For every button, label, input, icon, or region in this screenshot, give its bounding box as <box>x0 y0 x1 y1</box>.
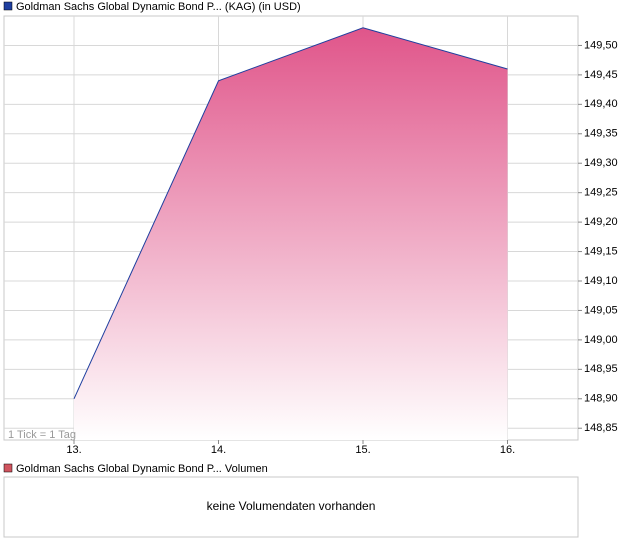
y-tick-label: 149,45 <box>584 69 618 81</box>
y-tick-label: 148,85 <box>584 422 618 434</box>
line <box>73 27 508 399</box>
legend-label: Goldman Sachs Global Dynamic Bond P... V… <box>16 463 268 475</box>
y-tick-label: 149,50 <box>584 39 618 51</box>
x-tick-label: 14. <box>211 444 226 456</box>
y-tick-label: 149,20 <box>584 216 618 228</box>
volume-message: keine Volumendaten vorhanden <box>207 499 376 513</box>
x-tick-label: 15. <box>355 444 370 456</box>
y-tick-label: 149,10 <box>584 275 618 287</box>
y-tick-label: 149,00 <box>584 334 618 346</box>
legend-label: Goldman Sachs Global Dynamic Bond P... (… <box>16 1 301 13</box>
legend-swatch <box>3 463 13 473</box>
y-tick-label: 149,15 <box>584 245 618 257</box>
annotation: 1 Tick = 1 Tag <box>8 429 76 441</box>
y-tick-label: 148,95 <box>584 363 618 375</box>
y-tick-label: 149,05 <box>584 304 618 316</box>
y-tick-label: 149,25 <box>584 187 618 199</box>
legend-swatch <box>3 1 13 11</box>
x-tick-label: 13. <box>66 444 81 456</box>
y-tick-label: 149,40 <box>584 98 618 110</box>
x-tick-label: 16. <box>500 444 515 456</box>
y-tick-label: 149,30 <box>584 157 618 169</box>
volume-frame <box>3 476 579 538</box>
area <box>74 27 508 441</box>
y-tick-label: 149,35 <box>584 128 618 140</box>
y-tick-label: 148,90 <box>584 393 618 405</box>
